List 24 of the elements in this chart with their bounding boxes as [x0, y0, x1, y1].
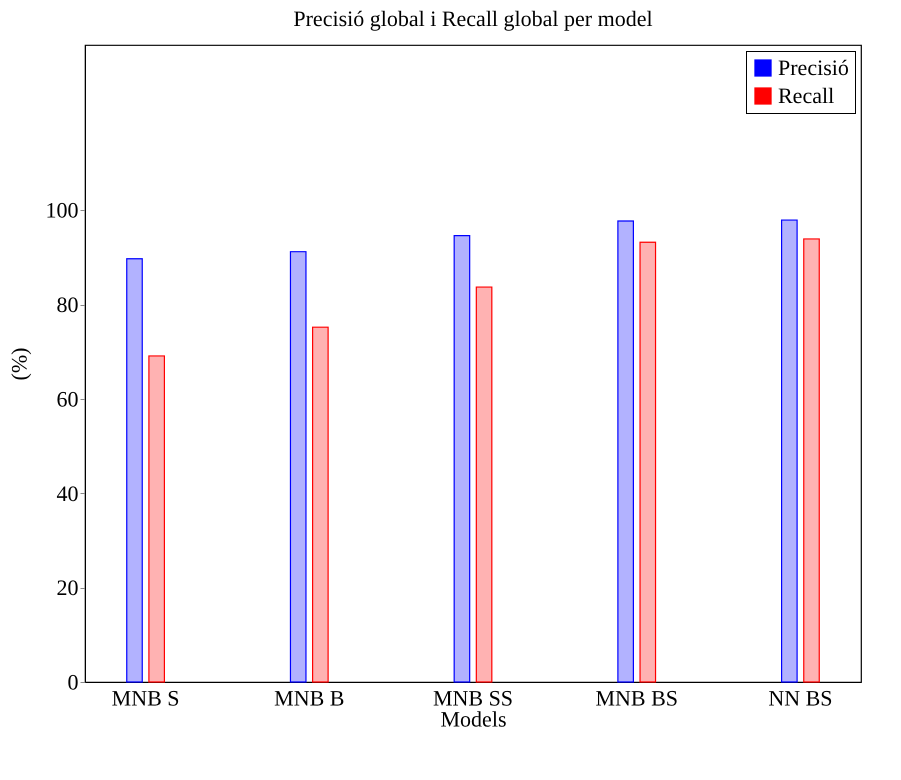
bar — [126, 258, 143, 683]
x-tick-label: MNB S — [112, 686, 180, 710]
bar — [312, 326, 329, 683]
y-tick-label: 20 — [56, 575, 78, 600]
x-tick-label: NN BS — [768, 686, 833, 710]
y-tick-label: 0 — [68, 670, 78, 694]
bar — [476, 286, 492, 683]
x-tick-label: MNB B — [274, 686, 344, 710]
bar — [454, 235, 470, 683]
chart-title: Precisió global i Recall global per model — [293, 6, 653, 31]
bar — [148, 355, 165, 683]
x-tick-label: MNB BS — [595, 686, 678, 710]
legend-label: Recall — [778, 83, 834, 108]
bar — [803, 238, 820, 683]
bar — [290, 251, 307, 683]
legend-label: Precisió — [778, 55, 849, 80]
y-tick-label: 60 — [56, 386, 78, 412]
y-tick-label: 80 — [56, 292, 78, 318]
bar — [639, 242, 656, 683]
bar — [781, 219, 798, 683]
y-tick-label: 40 — [56, 480, 78, 506]
y-tick-label: 100 — [46, 198, 78, 223]
y-axis-title: (%) — [6, 348, 32, 380]
bar — [617, 220, 634, 683]
